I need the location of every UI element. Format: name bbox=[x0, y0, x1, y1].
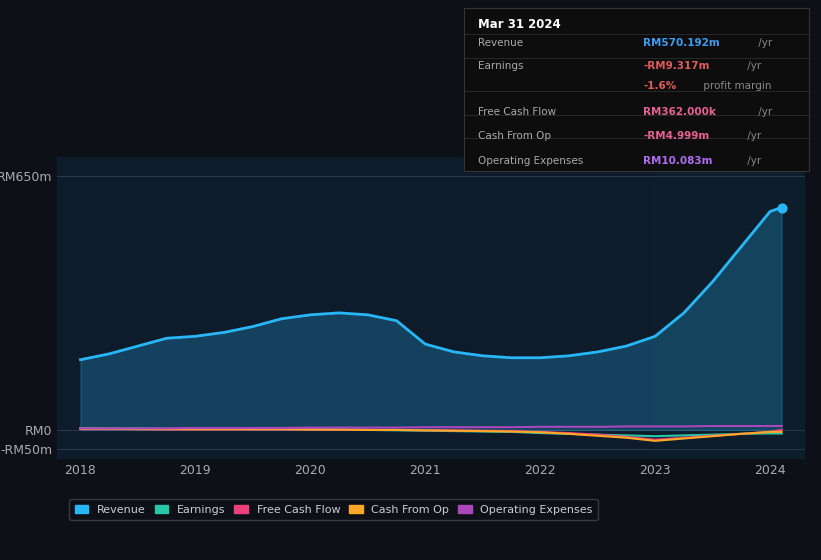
Text: profit margin: profit margin bbox=[700, 81, 772, 91]
Text: -RM9.317m: -RM9.317m bbox=[643, 61, 709, 71]
Text: /yr: /yr bbox=[744, 156, 761, 166]
Text: RM10.083m: RM10.083m bbox=[643, 156, 713, 166]
Text: /yr: /yr bbox=[755, 106, 773, 116]
Text: /yr: /yr bbox=[744, 61, 761, 71]
Text: RM570.192m: RM570.192m bbox=[643, 38, 720, 48]
Text: /yr: /yr bbox=[755, 38, 773, 48]
Text: Operating Expenses: Operating Expenses bbox=[478, 156, 583, 166]
Text: Cash From Op: Cash From Op bbox=[478, 131, 551, 141]
Text: Mar 31 2024: Mar 31 2024 bbox=[478, 18, 561, 31]
Text: -RM4.999m: -RM4.999m bbox=[643, 131, 709, 141]
Legend: Revenue, Earnings, Free Cash Flow, Cash From Op, Operating Expenses: Revenue, Earnings, Free Cash Flow, Cash … bbox=[70, 499, 599, 520]
Text: Revenue: Revenue bbox=[478, 38, 523, 48]
Point bbox=[775, 203, 788, 212]
Text: Earnings: Earnings bbox=[478, 61, 523, 71]
Text: /yr: /yr bbox=[744, 131, 761, 141]
Bar bbox=[655, 157, 805, 459]
Text: -1.6%: -1.6% bbox=[643, 81, 677, 91]
Text: Free Cash Flow: Free Cash Flow bbox=[478, 106, 556, 116]
Text: RM362.000k: RM362.000k bbox=[643, 106, 716, 116]
